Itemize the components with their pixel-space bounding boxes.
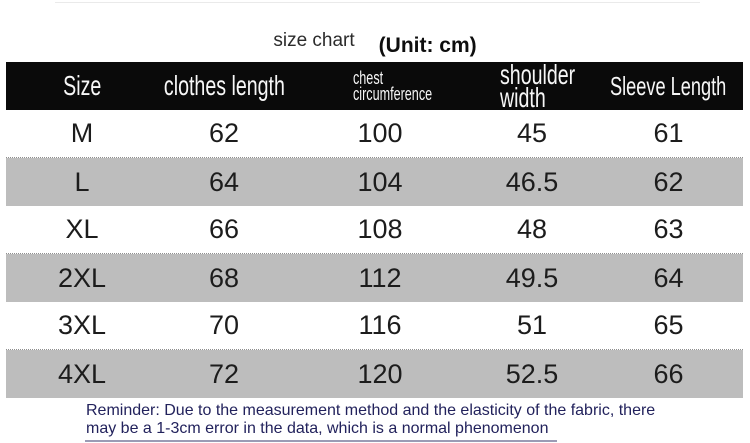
cell-shoulder-width: 51 <box>516 310 548 340</box>
bottom-faint-line <box>85 440 557 442</box>
header-label-chest-circumference: chest circumference <box>353 68 433 104</box>
unit-label: (Unit: cm) <box>378 34 477 57</box>
header-cell-clothes-length: clothes length <box>158 62 290 110</box>
cell-clothes-length: 70 <box>208 310 240 340</box>
cell-clothes-length: 64 <box>208 166 240 197</box>
header-label-sleeve-length: Sleeve Length <box>610 70 727 101</box>
cell-chest-circumference: 100 <box>357 118 403 148</box>
cell-size: L <box>74 166 90 197</box>
title-bar: size chart (Unit: cm) <box>0 28 750 58</box>
top-edge-line <box>55 2 700 3</box>
table-header-row: Size clothes length chest circumference … <box>6 59 743 113</box>
table-row: 2XL 68 112 49.5 64 <box>6 254 743 302</box>
table-row: L 64 104 46.5 62 <box>6 158 743 206</box>
cell-shoulder-width: 46.5 <box>505 166 559 197</box>
cell-sleeve-length: 62 <box>653 166 684 197</box>
cell-chest-circumference: 120 <box>357 358 403 389</box>
cell-shoulder-width: 45 <box>516 118 548 148</box>
header-label-size: Size <box>62 70 102 101</box>
table-row: M 62 100 45 61 <box>6 110 743 158</box>
header-label-shoulder-width: shoulder width <box>500 59 576 113</box>
header-cell-chest-circumference: chest circumference <box>290 62 470 110</box>
cell-sleeve-length: 61 <box>653 118 684 148</box>
cell-size: 2XL <box>57 262 107 293</box>
table-row: 4XL 72 120 52.5 66 <box>6 350 743 398</box>
cell-chest-circumference: 104 <box>357 166 403 197</box>
cell-sleeve-length: 63 <box>653 214 684 244</box>
cell-chest-circumference: 112 <box>358 262 402 293</box>
header-cell-sleeve-length: Sleeve Length <box>594 62 743 110</box>
size-table: Size clothes length chest circumference … <box>6 59 743 398</box>
header-cell-shoulder-width: shoulder width <box>470 59 594 113</box>
reminder-note: Reminder: Due to the measurement method … <box>86 402 655 437</box>
cell-clothes-length: 68 <box>208 262 240 293</box>
cell-shoulder-width: 48 <box>516 214 548 244</box>
cell-size: 3XL <box>57 310 107 340</box>
cell-shoulder-width: 49.5 <box>505 262 559 293</box>
cell-clothes-length: 72 <box>208 358 240 389</box>
header-label-clothes-length: clothes length <box>163 70 285 101</box>
cell-sleeve-length: 64 <box>653 262 684 293</box>
cell-size: M <box>70 118 94 148</box>
cell-shoulder-width: 52.5 <box>505 358 559 389</box>
header-cell-size: Size <box>6 62 158 110</box>
table-row: 3XL 70 116 51 65 <box>6 302 743 350</box>
cell-chest-circumference: 108 <box>357 214 403 244</box>
cell-clothes-length: 62 <box>208 118 240 148</box>
page-title: size chart <box>273 30 355 51</box>
table-row: XL 66 108 48 63 <box>6 206 743 254</box>
cell-sleeve-length: 65 <box>653 310 684 340</box>
cell-size: 4XL <box>57 358 107 389</box>
cell-size: XL <box>65 214 99 244</box>
cell-sleeve-length: 66 <box>653 358 684 389</box>
reminder-line-1: Reminder: Due to the measurement method … <box>86 402 656 419</box>
reminder-line-2: may be a 1-3cm error in the data, which … <box>86 419 549 437</box>
cell-clothes-length: 66 <box>208 214 240 244</box>
cell-chest-circumference: 116 <box>358 310 402 340</box>
